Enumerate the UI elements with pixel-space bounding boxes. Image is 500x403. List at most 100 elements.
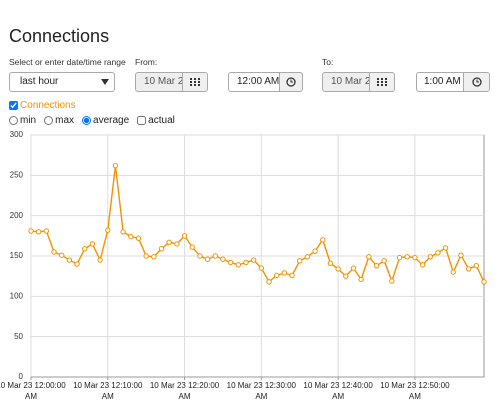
option-label: actual	[148, 115, 175, 126]
from-date-value: 10 Mar 23	[144, 76, 183, 87]
data-point	[227, 259, 234, 266]
data-point	[235, 262, 242, 268]
data-point	[273, 272, 280, 279]
option-label: min	[20, 115, 37, 126]
series-name: Connections	[20, 100, 76, 111]
checkbox[interactable]	[137, 116, 147, 125]
data-point	[373, 262, 380, 269]
data-point	[358, 276, 364, 283]
data-point	[59, 252, 65, 258]
y-tick-label: 0	[19, 372, 24, 381]
series-checkbox[interactable]	[9, 101, 18, 110]
y-tick-label: 250	[10, 170, 24, 179]
data-point	[143, 253, 149, 259]
from-label: From:	[135, 57, 158, 67]
clock-icon	[471, 77, 482, 87]
data-point	[74, 261, 80, 267]
data-point	[89, 241, 96, 247]
option-label: average	[93, 115, 130, 126]
y-tick-label: 150	[10, 251, 24, 260]
data-point	[481, 279, 487, 285]
to-time-value: 1:00 AM	[424, 76, 461, 87]
radio[interactable]	[44, 116, 54, 125]
radio[interactable]	[82, 116, 92, 125]
data-point	[66, 257, 73, 263]
data-point	[442, 245, 449, 251]
data-point	[419, 262, 426, 268]
data-point	[166, 239, 172, 245]
data-point	[151, 254, 157, 260]
data-point	[381, 258, 387, 264]
option-average[interactable]: average	[82, 115, 129, 126]
data-point	[320, 237, 326, 243]
data-point	[105, 227, 111, 233]
data-point	[266, 279, 272, 285]
data-point	[458, 252, 464, 258]
data-point	[289, 272, 295, 279]
y-tick-label: 200	[10, 211, 24, 220]
data-point	[258, 265, 265, 271]
data-point	[327, 260, 334, 266]
to-date-value: 10 Mar 23	[331, 76, 370, 87]
preset-select[interactable]: last hour	[9, 72, 115, 92]
data-point	[297, 258, 303, 264]
from-time-value: 12:00 AM	[237, 76, 280, 87]
x-tick-label: 10 Mar 23 12:40:00 AM	[303, 381, 373, 401]
data-point	[158, 246, 165, 252]
clock-icon	[286, 77, 296, 87]
data-point	[204, 256, 211, 262]
data-point	[412, 254, 418, 261]
data-point	[28, 228, 34, 234]
data-point	[174, 241, 180, 247]
data-point	[450, 269, 456, 275]
from-date[interactable]: 10 Mar 23	[135, 72, 183, 92]
y-tick-label: 300	[10, 130, 24, 139]
series-toggle[interactable]: Connections	[9, 100, 76, 111]
preset-value: last hour	[20, 76, 59, 87]
data-point	[128, 233, 134, 240]
data-point	[250, 257, 257, 263]
page-title: Connections	[9, 26, 110, 46]
data-point	[366, 254, 372, 260]
x-tick-label: 10 Mar 23 12:10:00 AM	[73, 381, 143, 401]
data-point	[189, 244, 195, 250]
data-point	[243, 259, 249, 266]
y-tick-label: 100	[10, 291, 24, 300]
option-max[interactable]: max	[44, 115, 74, 126]
data-point	[197, 253, 203, 259]
from-calendar-button[interactable]	[182, 72, 208, 92]
option-min[interactable]: min	[9, 115, 36, 126]
data-point	[435, 250, 441, 256]
data-point	[473, 262, 480, 269]
data-point	[396, 254, 403, 261]
x-tick-label: 10 Mar 23 12:30:00 AM	[226, 381, 297, 401]
data-point	[389, 278, 395, 284]
radio[interactable]	[9, 116, 18, 125]
data-point	[51, 249, 57, 255]
data-point	[43, 228, 50, 234]
data-point	[312, 248, 318, 254]
x-tick-label: 10 Mar 23 12:50:00 AM	[380, 381, 450, 401]
option-actual[interactable]: actual	[137, 115, 175, 126]
data-point	[335, 266, 341, 272]
to-clock-button[interactable]	[463, 72, 490, 92]
select-arrow	[101, 79, 109, 85]
y-tick-label: 50	[14, 332, 23, 341]
data-point	[120, 229, 126, 235]
data-point	[350, 265, 357, 271]
data-point	[212, 253, 218, 259]
data-point	[181, 233, 188, 239]
data-point	[82, 246, 88, 252]
data-point	[281, 270, 288, 276]
to-calendar-button[interactable]	[369, 72, 395, 92]
data-point	[135, 235, 142, 241]
data-point	[35, 229, 42, 235]
from-clock-button[interactable]	[279, 72, 303, 92]
to-date[interactable]: 10 Mar 23	[322, 72, 370, 92]
data-point	[112, 162, 119, 169]
data-point	[220, 256, 226, 262]
data-point	[404, 254, 410, 260]
data-point	[343, 273, 349, 279]
